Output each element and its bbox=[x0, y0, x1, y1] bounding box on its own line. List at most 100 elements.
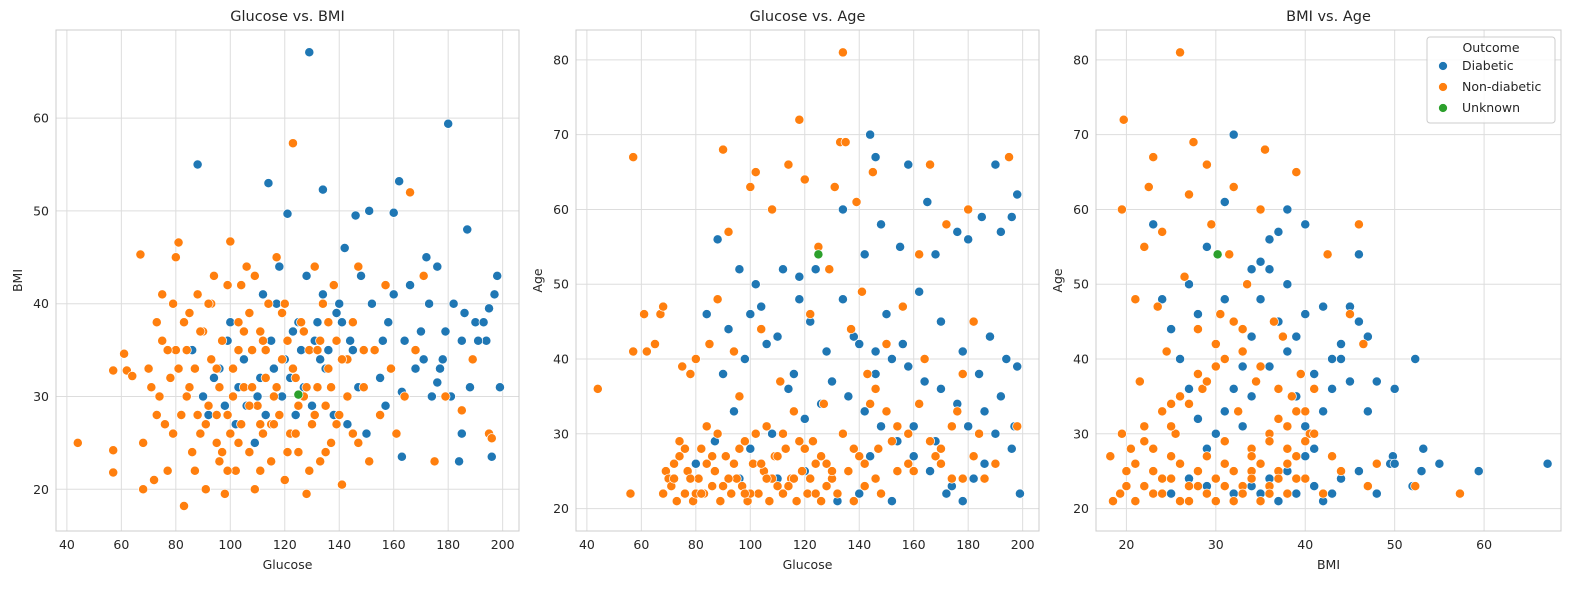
data-point bbox=[307, 419, 317, 430]
data-point bbox=[794, 436, 805, 447]
x-tick-label: 20 bbox=[1118, 537, 1134, 552]
data-point bbox=[217, 335, 228, 346]
data-point bbox=[870, 369, 881, 379]
data-point bbox=[870, 383, 881, 394]
data-point bbox=[854, 339, 865, 350]
data-point bbox=[486, 433, 497, 444]
data-point bbox=[203, 298, 214, 309]
data-point bbox=[238, 326, 249, 337]
data-point bbox=[1175, 391, 1186, 402]
x-tick-label: 80 bbox=[168, 537, 184, 552]
data-point bbox=[162, 345, 173, 356]
data-point bbox=[307, 400, 317, 411]
data-point bbox=[628, 152, 639, 163]
y-axis-label: Age bbox=[530, 268, 545, 292]
data-point bbox=[222, 280, 233, 291]
data-point bbox=[369, 345, 380, 356]
data-point bbox=[707, 481, 718, 492]
data-point bbox=[941, 219, 952, 230]
data-point bbox=[690, 458, 701, 469]
y-tick-label: 70 bbox=[553, 127, 569, 142]
data-point bbox=[383, 317, 394, 328]
data-point bbox=[1228, 129, 1239, 140]
data-point bbox=[189, 465, 200, 476]
data-point bbox=[356, 270, 366, 281]
data-point bbox=[176, 410, 187, 420]
data-point bbox=[745, 182, 756, 192]
data-point bbox=[405, 280, 416, 291]
legend-box bbox=[1426, 36, 1556, 124]
data-point bbox=[1228, 496, 1239, 507]
data-point bbox=[813, 249, 824, 260]
data-point bbox=[168, 428, 179, 439]
data-point bbox=[1410, 354, 1421, 364]
data-point bbox=[963, 204, 974, 215]
data-point bbox=[1277, 331, 1288, 342]
data-point bbox=[334, 410, 345, 420]
y-tick-label: 40 bbox=[553, 352, 569, 367]
data-point bbox=[1206, 219, 1217, 230]
data-point bbox=[1410, 481, 1421, 492]
data-point bbox=[1184, 481, 1194, 492]
data-point bbox=[170, 252, 181, 263]
data-point bbox=[315, 456, 326, 467]
data-point bbox=[418, 270, 429, 281]
data-point bbox=[309, 261, 320, 272]
data-point bbox=[1201, 376, 1212, 387]
data-point bbox=[1327, 488, 1338, 499]
data-point bbox=[876, 488, 886, 499]
data-point bbox=[315, 335, 326, 346]
data-point bbox=[669, 473, 679, 484]
data-point bbox=[1336, 354, 1346, 364]
data-point bbox=[930, 249, 941, 260]
data-point bbox=[674, 436, 685, 447]
data-point bbox=[358, 382, 369, 393]
data-point bbox=[968, 451, 979, 462]
data-point bbox=[233, 345, 244, 356]
data-point bbox=[780, 443, 791, 454]
data-point bbox=[865, 129, 876, 140]
x-tick-label: 180 bbox=[436, 537, 460, 552]
data-point bbox=[380, 400, 391, 411]
data-point bbox=[1264, 436, 1275, 447]
data-point bbox=[1389, 458, 1400, 469]
data-point bbox=[1345, 309, 1355, 320]
data-point bbox=[1116, 204, 1127, 215]
data-point bbox=[908, 451, 919, 462]
data-point bbox=[181, 345, 192, 356]
y-axis-label: Age bbox=[1050, 268, 1065, 292]
data-point bbox=[914, 249, 925, 260]
data-point bbox=[1139, 481, 1150, 492]
data-point bbox=[263, 178, 274, 189]
data-point bbox=[271, 382, 282, 393]
data-point bbox=[424, 298, 435, 309]
data-point bbox=[342, 419, 353, 430]
data-point bbox=[481, 335, 492, 346]
data-point bbox=[456, 428, 467, 439]
data-point bbox=[168, 298, 179, 309]
data-point bbox=[225, 317, 236, 328]
data-point bbox=[881, 309, 892, 320]
data-point bbox=[375, 410, 386, 420]
data-point bbox=[1300, 219, 1311, 230]
data-point bbox=[1184, 398, 1194, 409]
data-point bbox=[1389, 383, 1400, 394]
x-tick-label: 60 bbox=[633, 537, 649, 552]
y-tick-label: 60 bbox=[33, 111, 49, 126]
data-point bbox=[388, 289, 399, 300]
data-point bbox=[143, 363, 154, 374]
data-point bbox=[1371, 488, 1382, 499]
data-point bbox=[859, 481, 870, 492]
data-point bbox=[739, 488, 750, 499]
data-point bbox=[252, 400, 263, 411]
data-point bbox=[1273, 413, 1284, 424]
data-point bbox=[282, 335, 293, 346]
data-point bbox=[641, 346, 652, 357]
data-point bbox=[690, 354, 701, 364]
subplot-title: Glucose vs. BMI bbox=[230, 9, 344, 25]
data-point bbox=[268, 419, 279, 430]
data-point bbox=[337, 354, 347, 365]
data-point bbox=[159, 419, 170, 430]
data-point bbox=[1134, 376, 1145, 387]
data-point bbox=[353, 437, 364, 448]
